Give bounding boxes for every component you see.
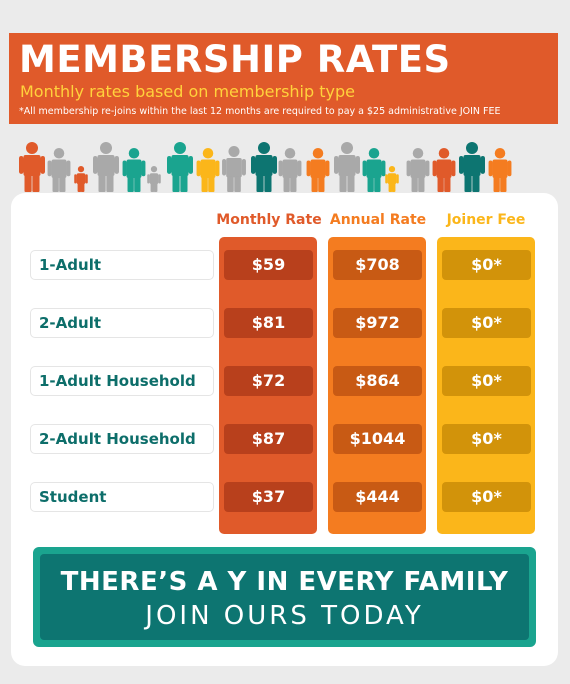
person-figure-icon: [251, 142, 277, 192]
person-figure-icon: [459, 142, 485, 192]
person-figure-icon: [306, 148, 330, 192]
annual-rate-cell: $972: [333, 308, 422, 338]
joiner-fee-cell: $0*: [442, 424, 531, 454]
person-figure-icon: [167, 142, 193, 192]
joiner-fee-cell: $0*: [442, 308, 531, 338]
row-label-2-adult-household: 2-Adult Household: [31, 425, 213, 453]
monthly-rate-cell: $59: [224, 250, 313, 280]
person-figure-icon: [222, 146, 246, 192]
person-figure-icon: [432, 148, 456, 192]
person-figure-icon: [93, 142, 119, 192]
page-title: MEMBERSHIP RATES: [19, 38, 451, 81]
header-banner: MEMBERSHIP RATES Monthly rates based on …: [9, 33, 558, 124]
monthly-rate-cell: $37: [224, 482, 313, 512]
monthly-rate-cell: $87: [224, 424, 313, 454]
person-figure-icon: [278, 148, 302, 192]
person-figure-icon: [74, 166, 88, 192]
person-figure-icon: [334, 142, 360, 192]
person-figure-icon: [196, 148, 220, 192]
family-people-icon: [14, 136, 559, 194]
person-figure-icon: [122, 148, 146, 192]
column-header-annual: Annual Rate: [329, 212, 427, 228]
person-figure-icon: [47, 148, 71, 192]
column-header-joiner: Joiner Fee: [446, 212, 526, 228]
person-figure-icon: [147, 166, 161, 192]
person-figure-icon: [488, 148, 512, 192]
person-figure-icon: [385, 166, 399, 192]
annual-rate-cell: $1044: [333, 424, 422, 454]
row-label-student: Student: [31, 483, 213, 511]
column-header-monthly: Monthly Rate: [216, 212, 322, 228]
person-figure-icon: [362, 148, 386, 192]
row-label-2-adult: 2-Adult: [31, 309, 213, 337]
join-banner-cta: JOIN OURS TODAY: [145, 601, 424, 631]
joiner-fee-cell: $0*: [442, 366, 531, 396]
row-label-1-adult-household: 1-Adult Household: [31, 367, 213, 395]
join-banner-headline: THERE’S A Y IN EVERY FAMILY: [60, 567, 509, 597]
row-label-1-adult: 1-Adult: [31, 251, 213, 279]
monthly-rate-cell: $72: [224, 366, 313, 396]
annual-rate-cell: $444: [333, 482, 422, 512]
joiner-fee-cell: $0*: [442, 250, 531, 280]
annual-rate-cell: $708: [333, 250, 422, 280]
joiner-fee-cell: $0*: [442, 482, 531, 512]
join-banner-inner: THERE’S A Y IN EVERY FAMILY JOIN OURS TO…: [40, 554, 529, 640]
annual-rate-cell: $864: [333, 366, 422, 396]
join-fee-note: *All membership re-joins within the last…: [19, 106, 501, 117]
join-banner: THERE’S A Y IN EVERY FAMILY JOIN OURS TO…: [33, 547, 536, 647]
page-subtitle: Monthly rates based on membership type: [20, 82, 355, 101]
monthly-rate-cell: $81: [224, 308, 313, 338]
person-figure-icon: [406, 148, 430, 192]
person-figure-icon: [19, 142, 45, 192]
